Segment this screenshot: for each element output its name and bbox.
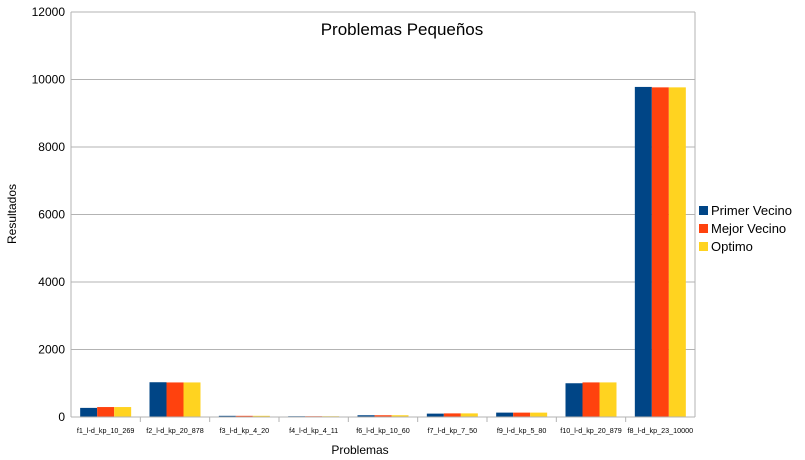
x-tick-label: f4_l-d_kp_4_11 [289,426,338,435]
y-tick-label: 10000 [32,73,66,87]
y-tick-label: 4000 [38,275,65,289]
bar [426,413,444,417]
bar [80,407,98,417]
bar [252,415,270,417]
y-tick-label: 0 [58,410,65,424]
x-tick-label: f8_l-d_kp_23_10000 [628,426,694,435]
bar [235,415,253,417]
y-tick-label: 8000 [38,140,65,154]
bar [357,415,375,417]
bar [565,383,583,417]
x-tick-label: f1_l-d_kp_10_269 [77,426,135,435]
bar [513,412,531,417]
x-axis-label: Problemas [331,443,388,457]
x-tick-label: f6_l-d_kp_10_60 [356,426,410,435]
legend-swatch [699,206,708,215]
bar [668,87,686,418]
y-axis-label: Resultados [5,184,19,244]
bar [218,415,236,417]
bar [496,412,514,417]
legend-label: Optimo [711,239,753,254]
bar [443,413,461,417]
y-tick-label: 12000 [32,5,66,19]
y-tick-label: 6000 [38,208,65,222]
y-tick-label: 2000 [38,343,65,357]
bar [460,413,478,417]
legend-swatch [699,224,708,233]
bar [374,415,392,417]
legend-label: Primer Vecino [711,203,792,218]
bars-layer [80,86,686,418]
bar [651,87,669,418]
bar [391,415,409,417]
bar [582,382,600,417]
bar [149,382,167,417]
chart-title: Problemas Pequeños [321,20,484,39]
legend: Primer Vecino Mejor Vecino Optimo [699,203,792,254]
legend-swatch [699,242,708,251]
bar [114,407,132,417]
bar [97,407,115,417]
x-tick-label: f10_l-d_kp_20_879 [560,426,622,435]
axis-layer: 0 2000 4000 6000 8000 10000 12000 f1_l-d_kp_10_… [32,5,695,435]
x-tick-label: f9_l-d_kp_5_80 [497,426,547,435]
bar [634,86,652,418]
x-tick-label: f7_l-d_kp_7_50 [428,426,478,435]
bar [166,382,184,417]
bar [599,382,617,417]
legend-label: Mejor Vecino [711,221,786,236]
x-tick-label: f3_l-d_kp_4_20 [220,426,270,435]
x-tick-label: f2_l-d_kp_20_878 [146,426,204,435]
bar [530,412,548,417]
bar [183,382,201,417]
